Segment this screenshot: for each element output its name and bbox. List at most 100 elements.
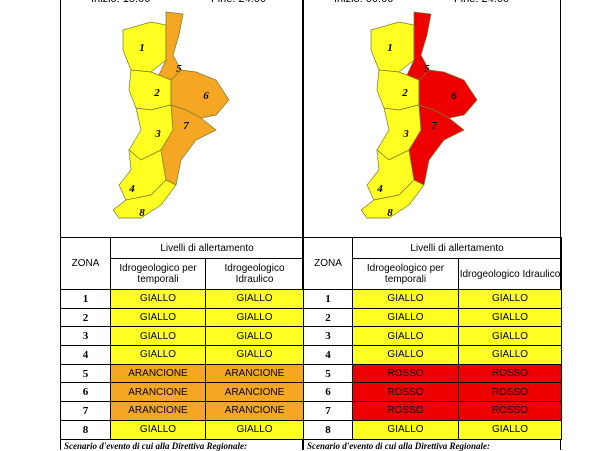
alert-level: ARANCIONE bbox=[204, 363, 305, 384]
zone-number: 3 bbox=[303, 326, 353, 347]
zone-label: 6 bbox=[451, 90, 457, 102]
zone-number: 1 bbox=[303, 289, 353, 309]
zone-row: 8 GIALLO GIALLO bbox=[303, 419, 563, 440]
zone-label: 2 bbox=[153, 87, 160, 99]
alert-level: GIALLO bbox=[457, 307, 563, 328]
alert-level: GIALLO bbox=[352, 345, 459, 365]
subheader-row: Idrogeologico per temporali Idrogeologico… bbox=[304, 258, 563, 290]
zone-number: 4 bbox=[303, 345, 353, 365]
zone-row: 3 GIALLO GIALLO bbox=[60, 326, 305, 347]
alert-level: GIALLO bbox=[204, 345, 305, 365]
map: 1 2 3 4 5 6 7 8 bbox=[360, 11, 478, 219]
zone-number: 8 bbox=[60, 419, 111, 440]
header-row: ZONA Livelli di allertamento bbox=[303, 237, 563, 290]
zone-row: 2 GIALLO GIALLO bbox=[303, 307, 563, 328]
column-header: Idrogeologico Idraulico bbox=[204, 258, 305, 290]
alert-level: ROSSO bbox=[457, 382, 563, 403]
alert-level: GIALLO bbox=[204, 289, 305, 309]
levels-header: Livelli di allertamento bbox=[351, 237, 563, 259]
alert-level: GIALLO bbox=[204, 326, 305, 347]
alert-level: ROSSO bbox=[352, 401, 459, 421]
alert-level: ARANCIONE bbox=[110, 401, 206, 421]
zone-number: 2 bbox=[303, 307, 353, 328]
zone-number: 5 bbox=[60, 363, 111, 384]
alert-table: ZONA Livelli di allertamento Idrogeologico… bbox=[303, 237, 563, 440]
end-time: Fine: 24:00 bbox=[454, 0, 509, 5]
start-time: Inizio: 15:00 bbox=[91, 0, 150, 5]
start-time: Inizio: 00:00 bbox=[334, 0, 393, 5]
panel: Inizio: 00:00Fine: 24:0012345678ZONALive… bbox=[303, 0, 563, 451]
levels-header: Livelli di allertamento bbox=[109, 237, 305, 259]
alert-level: GIALLO bbox=[204, 419, 305, 440]
zone-row: 7 ROSSO ROSSO bbox=[303, 401, 563, 421]
zone-label: 3 bbox=[402, 128, 409, 140]
zone-row: 7 ARANCIONE ARANCIONE bbox=[60, 401, 305, 421]
column-header: Idrogeologico per temporali bbox=[352, 258, 459, 290]
zone-area bbox=[170, 69, 230, 119]
region: 1 2 3 4 5 6 7 8 bbox=[360, 11, 478, 219]
zone-row: 2 GIALLO GIALLO bbox=[60, 307, 305, 328]
zone-label: 1 bbox=[139, 42, 145, 54]
zone-number: 2 bbox=[60, 307, 111, 328]
zone-label: 2 bbox=[401, 87, 408, 99]
alert-level: ROSSO bbox=[457, 363, 563, 384]
header-row: ZONA Livelli di allertamento bbox=[60, 237, 305, 290]
zone-row: 4 GIALLO GIALLO bbox=[303, 345, 563, 365]
zone-number: 6 bbox=[303, 382, 353, 403]
zone-label: 5 bbox=[176, 63, 182, 75]
zone-row: 5 ROSSO ROSSO bbox=[303, 363, 563, 384]
alert-table: ZONA Livelli di allertamento Idrogeologico… bbox=[60, 237, 305, 440]
zone-area bbox=[408, 104, 465, 186]
alert-level: ROSSO bbox=[352, 363, 459, 384]
zone-number: 7 bbox=[303, 401, 353, 421]
zone-number: 3 bbox=[60, 326, 111, 347]
map: 1 2 3 4 5 6 7 8 bbox=[112, 11, 230, 219]
region: 1 2 3 4 5 6 7 8 bbox=[112, 11, 230, 219]
zone-area bbox=[112, 179, 177, 219]
zone-label: 4 bbox=[376, 183, 383, 195]
zone-row: 4 GIALLO GIALLO bbox=[60, 345, 305, 365]
alert-level: GIALLO bbox=[110, 345, 206, 365]
zone-label: 1 bbox=[387, 42, 393, 54]
zone-area bbox=[122, 21, 167, 73]
panel: Inizio: 15:00Fine: 24:0012345678ZONALive… bbox=[60, 0, 305, 451]
zone-row: 8 GIALLO GIALLO bbox=[60, 419, 305, 440]
zone-number: 7 bbox=[60, 401, 111, 421]
alert-level: GIALLO bbox=[457, 326, 563, 347]
zone-label: 4 bbox=[128, 183, 135, 195]
zone-number: 6 bbox=[60, 382, 111, 403]
alert-level: ARANCIONE bbox=[204, 382, 305, 403]
alert-level: GIALLO bbox=[352, 326, 459, 347]
end-time: Fine: 24:00 bbox=[211, 0, 266, 5]
zone-row: 6 ROSSO ROSSO bbox=[303, 382, 563, 403]
zone-row: 6 ARANCIONE ARANCIONE bbox=[60, 382, 305, 403]
zone-row: 1 GIALLO GIALLO bbox=[303, 289, 563, 309]
scenario-note: Scenario d'evento di cui alla Direttiva … bbox=[64, 441, 247, 451]
alert-level: ARANCIONE bbox=[110, 363, 206, 384]
alert-level: GIALLO bbox=[352, 307, 459, 328]
zone-label: 8 bbox=[387, 207, 393, 219]
alert-level: GIALLO bbox=[352, 289, 459, 309]
zone-label: 3 bbox=[154, 128, 161, 140]
zone-area bbox=[418, 69, 478, 119]
column-header: Idrogeologico per temporali bbox=[110, 258, 206, 290]
zone-number: 4 bbox=[60, 345, 111, 365]
zone-area bbox=[360, 179, 425, 219]
zone-area bbox=[160, 104, 217, 186]
zone-label: 7 bbox=[431, 120, 437, 132]
alert-level: GIALLO bbox=[110, 326, 206, 347]
zone-area bbox=[370, 21, 415, 73]
alert-level: GIALLO bbox=[457, 345, 563, 365]
alert-level: ARANCIONE bbox=[204, 401, 305, 421]
zone-header: ZONA bbox=[60, 237, 111, 290]
zone-row: 5 ARANCIONE ARANCIONE bbox=[60, 363, 305, 384]
alert-level: GIALLO bbox=[110, 307, 206, 328]
zone-label: 6 bbox=[203, 90, 209, 102]
zone-row: 3 GIALLO GIALLO bbox=[303, 326, 563, 347]
alert-level: GIALLO bbox=[110, 289, 206, 309]
zone-number: 5 bbox=[303, 363, 353, 384]
alert-level: GIALLO bbox=[352, 419, 459, 440]
alert-level: GIALLO bbox=[110, 419, 206, 440]
zone-number: 8 bbox=[303, 419, 353, 440]
